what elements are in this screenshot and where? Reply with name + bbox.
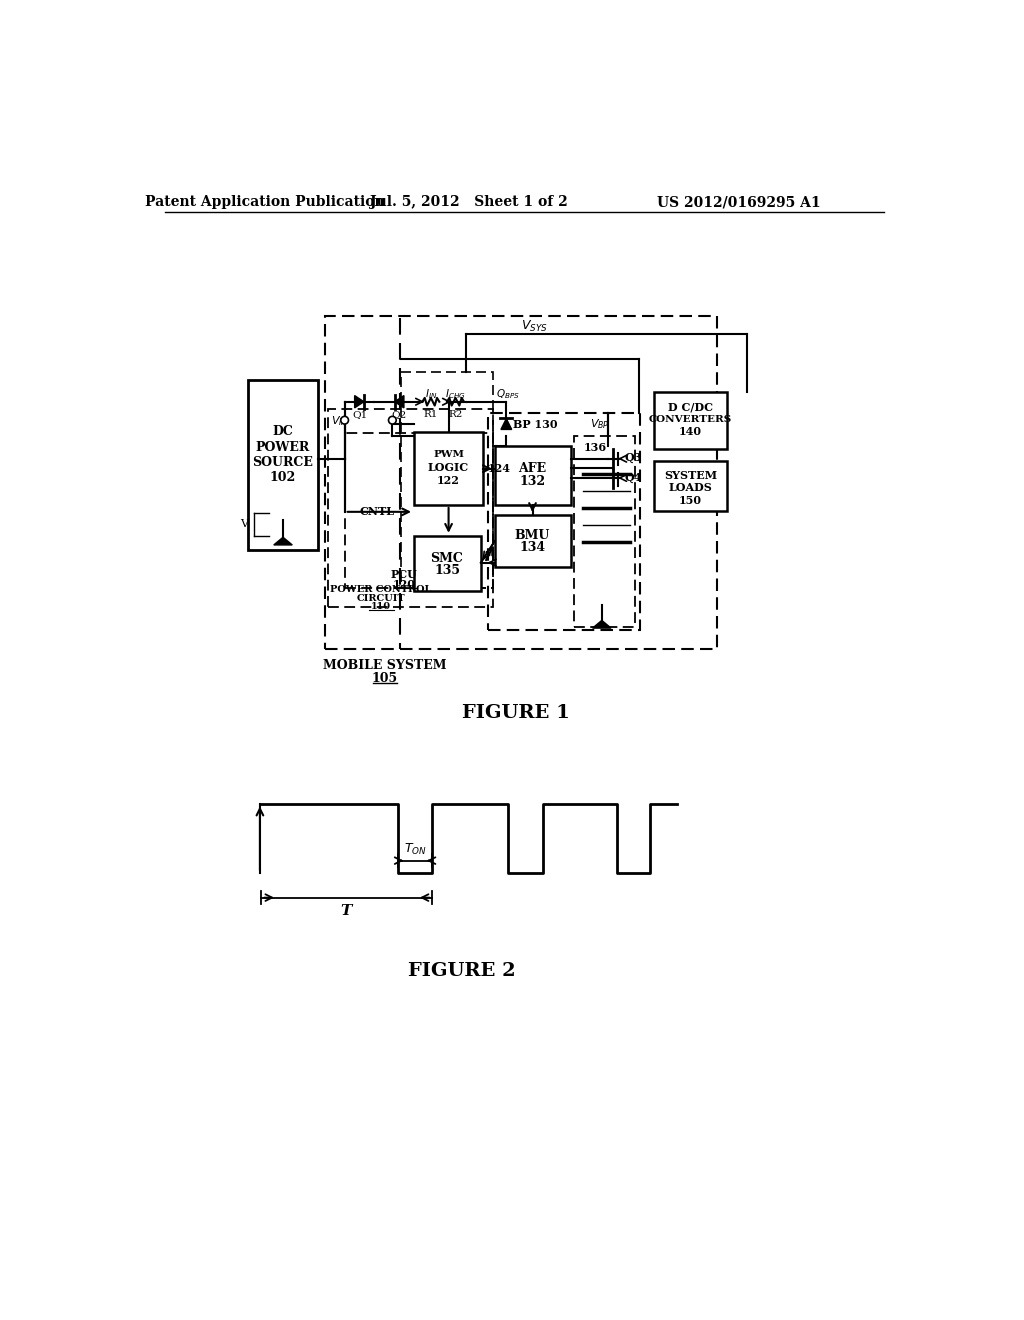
Text: Q1: Q1 <box>352 411 368 420</box>
Text: T: T <box>340 904 352 919</box>
Text: 124: 124 <box>487 463 511 474</box>
Text: Q3: Q3 <box>625 451 642 463</box>
Bar <box>345 433 494 589</box>
Text: CONVERTERS: CONVERTERS <box>649 414 732 424</box>
Bar <box>495 515 571 566</box>
Text: SOURCE: SOURCE <box>253 455 313 469</box>
Text: $V_{IN}$: $V_{IN}$ <box>331 414 349 428</box>
Text: 122: 122 <box>437 475 460 486</box>
Bar <box>495 446 571 506</box>
Text: FIGURE 2: FIGURE 2 <box>408 962 515 979</box>
Text: Patent Application Publication: Patent Application Publication <box>145 195 385 210</box>
Text: 110: 110 <box>371 602 391 611</box>
Text: PCU: PCU <box>390 569 418 581</box>
Text: 102: 102 <box>270 471 296 484</box>
Text: 136: 136 <box>584 442 606 453</box>
Text: $V_{SYS}$: $V_{SYS}$ <box>521 318 548 334</box>
Text: D C/DC: D C/DC <box>668 401 713 413</box>
Text: V: V <box>241 519 249 529</box>
Text: BMU: BMU <box>515 529 550 543</box>
Text: CIRCUIT: CIRCUIT <box>356 594 406 603</box>
Text: $Q_{BPS}$: $Q_{BPS}$ <box>496 387 520 401</box>
Polygon shape <box>501 418 512 429</box>
Text: $I_{IN}$: $I_{IN}$ <box>425 387 437 401</box>
Text: 132: 132 <box>519 475 546 488</box>
Text: FIGURE 1: FIGURE 1 <box>462 704 569 722</box>
Text: POWER CONTROL: POWER CONTROL <box>330 585 431 594</box>
Text: 150: 150 <box>679 495 701 506</box>
Text: AFE: AFE <box>518 462 547 475</box>
Circle shape <box>388 416 396 424</box>
Bar <box>574 436 635 627</box>
Text: LOADS: LOADS <box>669 483 713 494</box>
Bar <box>249 380 317 549</box>
Polygon shape <box>354 396 364 408</box>
Text: Jul. 5, 2012   Sheet 1 of 2: Jul. 5, 2012 Sheet 1 of 2 <box>371 195 568 210</box>
Text: SYSTEM: SYSTEM <box>664 470 717 482</box>
Text: 120: 120 <box>392 578 416 590</box>
Text: DC: DC <box>272 425 294 438</box>
Bar <box>487 413 640 630</box>
Polygon shape <box>593 620 611 628</box>
Text: PWM: PWM <box>433 450 464 459</box>
Bar <box>414 432 483 506</box>
Text: $I_{CHG}$: $I_{CHG}$ <box>445 387 466 401</box>
Text: 134: 134 <box>519 541 546 554</box>
Bar <box>654 392 727 449</box>
Polygon shape <box>394 396 403 408</box>
Text: Q4: Q4 <box>625 473 642 483</box>
Bar <box>326 317 717 649</box>
Bar <box>400 372 494 589</box>
Circle shape <box>341 416 348 424</box>
Text: 135: 135 <box>434 564 460 577</box>
Text: 105: 105 <box>372 672 397 685</box>
Text: 140: 140 <box>679 426 701 437</box>
Text: Q2: Q2 <box>391 411 407 420</box>
Text: BP 130: BP 130 <box>513 418 558 429</box>
Text: LOGIC: LOGIC <box>428 462 469 474</box>
Text: SMC: SMC <box>431 552 464 565</box>
Text: R1: R1 <box>424 411 438 420</box>
Text: US 2012/0169295 A1: US 2012/0169295 A1 <box>657 195 820 210</box>
Text: CNTL: CNTL <box>359 507 394 517</box>
Text: $V_{BP}$: $V_{BP}$ <box>591 417 610 430</box>
Polygon shape <box>273 537 292 545</box>
Bar <box>414 536 481 591</box>
Text: POWER: POWER <box>256 441 310 454</box>
Bar <box>654 461 727 511</box>
Text: $T_{ON}$: $T_{ON}$ <box>404 842 427 857</box>
Text: MOBILE SYSTEM: MOBILE SYSTEM <box>323 659 446 672</box>
Bar <box>328 409 494 607</box>
Text: R2: R2 <box>449 411 463 420</box>
